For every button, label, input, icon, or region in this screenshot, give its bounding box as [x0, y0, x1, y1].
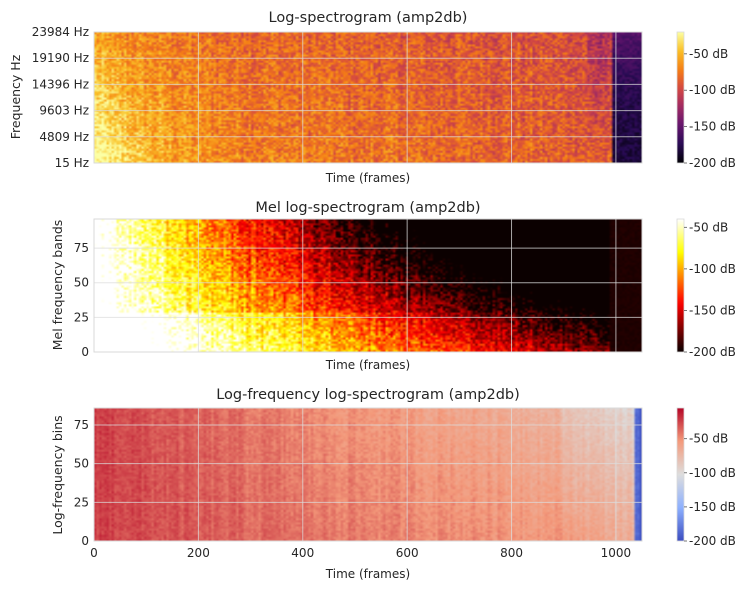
- plot-frame: [93, 407, 643, 542]
- chart-title: Mel log-spectrogram (amp2db): [255, 200, 480, 216]
- y-tick-label: 75: [74, 241, 89, 255]
- colorbar-tick-label: -150 dB: [689, 120, 736, 134]
- colorbar-tick-label: -200 dB: [689, 156, 736, 170]
- plot-frame: [93, 31, 643, 164]
- colorbar-tick-label: -50 dB: [689, 47, 728, 61]
- colorbar-tick-label: -150 dB: [689, 500, 736, 514]
- y-tick-label: 4809 Hz: [39, 130, 89, 144]
- y-tick-label: 23984 Hz: [32, 25, 89, 39]
- y-tick-label: 50: [74, 457, 89, 471]
- x-axis-label: Time (frames): [325, 358, 410, 372]
- colorbar-tick-label: -200 dB: [689, 345, 736, 359]
- y-tick-label: 0: [81, 534, 89, 548]
- colorbar-tick-label: -100 dB: [689, 466, 736, 480]
- y-tick-label: 75: [74, 418, 89, 432]
- x-tick-label: 1000: [601, 546, 632, 560]
- colorbar-tick-label: -100 dB: [689, 262, 736, 276]
- colorbar: [676, 31, 685, 164]
- y-tick-label: 14396 Hz: [32, 77, 89, 91]
- chart-title: Log-spectrogram (amp2db): [269, 10, 468, 26]
- y-tick-label: 25: [74, 310, 89, 324]
- x-tick-label: 0: [90, 546, 98, 560]
- colorbar: [676, 218, 685, 353]
- heatmap-image: [94, 219, 642, 352]
- colorbar-tick-label: -100 dB: [689, 83, 736, 97]
- y-tick-label: 15 Hz: [55, 156, 89, 170]
- panel-log-spectrogram: Log-spectrogram (amp2db) Time (frames) F…: [8, 10, 736, 185]
- x-axis-label: Time (frames): [325, 171, 410, 185]
- x-tick-label: 400: [291, 546, 314, 560]
- x-tick-label: 200: [187, 546, 210, 560]
- y-tick-label: 0: [81, 345, 89, 359]
- x-tick-label: 600: [396, 546, 419, 560]
- y-axis-label: Mel frequency bands: [50, 220, 65, 351]
- colorbar: [676, 407, 685, 542]
- colorbar-tick-label: -150 dB: [689, 303, 736, 317]
- y-axis-label: Log-frequency bins: [50, 415, 65, 534]
- y-tick-label: 19190 Hz: [32, 51, 89, 65]
- colorbar-tick-label: -200 dB: [689, 534, 736, 548]
- colorbar-tick-label: -50 dB: [689, 220, 728, 234]
- plot-frame: [93, 218, 643, 353]
- panel-mel-spectrogram: Mel log-spectrogram (amp2db) Time (frame…: [50, 200, 736, 372]
- heatmap-image: [94, 408, 642, 541]
- heatmap-image: [94, 32, 642, 163]
- x-axis-label: Time (frames): [325, 567, 410, 581]
- colorbar-tick-label: -50 dB: [689, 432, 728, 446]
- y-axis-label: Frequency Hz: [8, 54, 23, 139]
- y-tick-label: 50: [74, 276, 89, 290]
- y-tick-label: 9603 Hz: [39, 104, 89, 118]
- panel-logfreq-spectrogram: Log-frequency log-spectrogram (amp2db) T…: [50, 387, 736, 581]
- chart-title: Log-frequency log-spectrogram (amp2db): [216, 387, 520, 403]
- y-tick-label: 25: [74, 495, 89, 509]
- x-tick-label: 800: [500, 546, 523, 560]
